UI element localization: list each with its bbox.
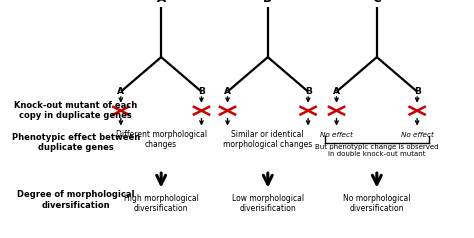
Text: B: B <box>264 0 272 5</box>
Text: Different morphological
changes: Different morphological changes <box>116 130 207 149</box>
Text: Phenotypic effect between
duplicate genes: Phenotypic effect between duplicate gene… <box>12 133 140 153</box>
Text: Knock-out mutant of each
copy in duplicate genes: Knock-out mutant of each copy in duplica… <box>14 101 137 120</box>
Text: A: A <box>224 87 231 96</box>
Text: A: A <box>118 87 124 96</box>
Text: No morphological
diversification: No morphological diversification <box>343 194 410 213</box>
Text: A: A <box>156 0 166 5</box>
Text: No effect: No effect <box>320 132 353 138</box>
Text: B: B <box>198 87 205 96</box>
Text: Low morphological
diverisification: Low morphological diverisification <box>232 194 304 213</box>
Text: High morphological
diversification: High morphological diversification <box>124 194 199 213</box>
Text: But phenotypic change is observed
in double knock-out mutant: But phenotypic change is observed in dou… <box>315 144 438 157</box>
Text: No effect: No effect <box>401 132 434 138</box>
Text: Similar or identical
morphological changes: Similar or identical morphological chang… <box>223 130 312 149</box>
Text: A: A <box>333 87 340 96</box>
Text: B: B <box>414 87 420 96</box>
Text: Degree of morphological
diversification: Degree of morphological diversification <box>17 190 135 210</box>
Text: C: C <box>373 0 381 5</box>
Text: B: B <box>305 87 311 96</box>
